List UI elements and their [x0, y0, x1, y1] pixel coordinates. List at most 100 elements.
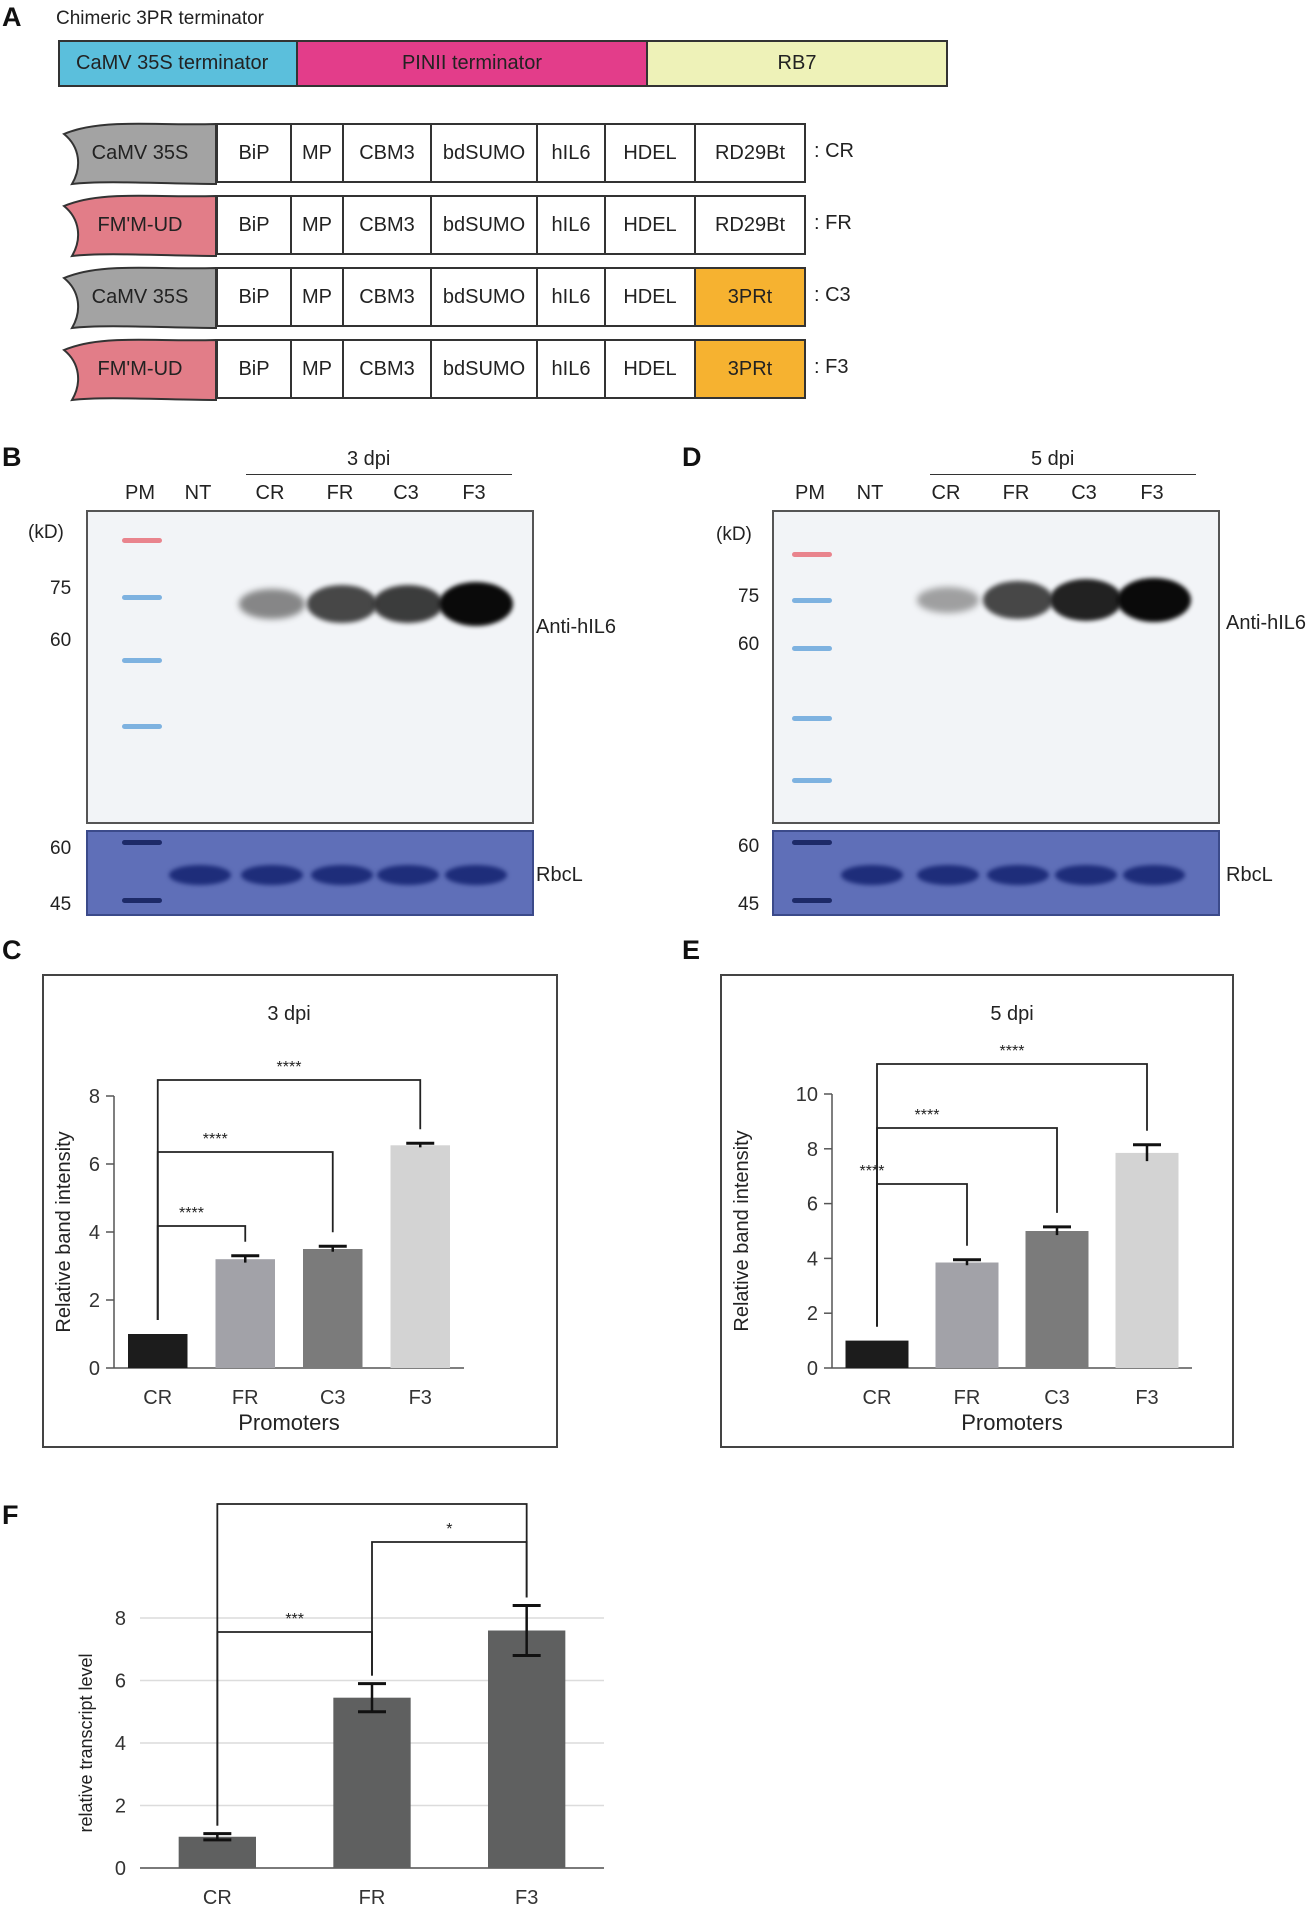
construct-row: CaMV 35S BiP MP CBM3 bdSUMO hIL6 HDEL 3PRt: C3 [62, 266, 1082, 330]
ladder-band [792, 716, 832, 721]
y-axis-label: relative transcript level [76, 1653, 96, 1832]
bar-chart-3dpi: 3 dpi 0 2 4 6 8 CR FR C3 F3 **** **** **** Promoters R… [53, 1003, 464, 1435]
element-hil6: hIL6 [538, 125, 606, 181]
bar-fr [935, 1262, 999, 1368]
bar-c3 [303, 1249, 363, 1368]
kd-label: (kD) [716, 524, 752, 545]
bar-fr [333, 1697, 411, 1868]
significance-label: **** [203, 1131, 228, 1148]
antibody-label: Anti-hIL6 [536, 616, 617, 638]
x-tick-label: C3 [320, 1387, 346, 1409]
y-tick-label: 8 [807, 1139, 818, 1161]
element-cbm3: CBM3 [344, 197, 432, 253]
cassette-elements: BiP MP CBM3 bdSUMO hIL6 HDEL 3PRt [216, 339, 806, 399]
rbcl-band [445, 865, 507, 885]
element-hil6: hIL6 [538, 197, 606, 253]
chart-title: 3 dpi [267, 1003, 310, 1025]
lane-label-cr: CR [255, 482, 285, 504]
bar-f3 [1115, 1152, 1179, 1368]
significance-label: **** [860, 1163, 885, 1180]
promoter-shape: CaMV 35S [62, 122, 218, 186]
gel-ladder-band [792, 840, 832, 845]
element-3prt: 3PRt [696, 269, 804, 325]
mw-75: 75 [50, 578, 72, 599]
bar-chart-5dpi: 5 dpi 0 2 4 6 8 10 CR FR C3 F3 **** **** **** Promoter… [731, 1003, 1192, 1435]
element-mp: MP [292, 341, 344, 397]
lane-label-c3: C3 [1071, 482, 1097, 504]
dpi-bracket-line [246, 474, 512, 475]
element-bdsumo: bdSUMO [432, 197, 538, 253]
mw-gel-45: 45 [738, 894, 760, 915]
western-blot-3dpi: 3 dpi (kD) 75 60 60 45 Anti-hIL6 RbcL PM… [0, 440, 640, 920]
significance-label: **** [277, 1059, 302, 1076]
band-fr [307, 585, 377, 623]
y-tick-label: 2 [807, 1303, 818, 1325]
rbcl-band [311, 865, 373, 885]
element-bdsumo: bdSUMO [432, 341, 538, 397]
bar-cr [128, 1334, 188, 1368]
coomassie-gel [86, 830, 534, 916]
panel-label-c: C [2, 935, 22, 965]
cassette-elements: BiP MP CBM3 bdSUMO hIL6 HDEL RD29Bt [216, 123, 806, 183]
element-cbm3: CBM3 [344, 269, 432, 325]
gel-ladder-band [122, 840, 162, 845]
segment-camv-terminator: CaMV 35S terminator [58, 40, 298, 87]
mw-60: 60 [738, 634, 760, 655]
element-bip: BiP [218, 269, 292, 325]
x-tick-label: FR [954, 1387, 981, 1409]
promoter-label: FM'M-UD [97, 213, 183, 236]
significance-label: **** [915, 1107, 940, 1124]
x-axis-label: Promoters [961, 1410, 1062, 1435]
ladder-band [792, 552, 832, 557]
promoter-label: CaMV 35S [91, 285, 189, 308]
mw-gel-60: 60 [738, 836, 760, 857]
x-tick-label: FR [359, 1887, 386, 1909]
rbcl-band [169, 865, 231, 885]
rbcl-band [377, 865, 439, 885]
y-tick-label: 6 [807, 1194, 818, 1216]
ladder-band [792, 646, 832, 651]
chart-box-e: 5 dpi 0 2 4 6 8 10 CR FR C3 F3 **** **** **** Promoter… [720, 974, 1234, 1448]
band-c3 [372, 584, 444, 624]
construct-name: : F3 [814, 356, 849, 378]
construct-row: FM'M-UD BiP MP CBM3 bdSUMO hIL6 HDEL RD29Bt: FR [62, 194, 1082, 258]
panel-label-d: D [682, 442, 702, 472]
ladder-band [792, 778, 832, 783]
bar-c3 [1025, 1231, 1089, 1368]
promoter-shape: FM'M-UD [62, 194, 218, 258]
antibody-label: Anti-hIL6 [1226, 612, 1307, 634]
element-cbm3: CBM3 [344, 341, 432, 397]
lane-label-c3: C3 [393, 482, 419, 504]
rbcl-band [987, 865, 1049, 885]
ladder-band [122, 538, 162, 543]
ladder-band [122, 595, 162, 600]
terminator-title: Chimeric 3PR terminator [56, 8, 264, 29]
element-hdel: HDEL [606, 125, 696, 181]
element-hdel: HDEL [606, 341, 696, 397]
element-3prt: 3PRt [696, 341, 804, 397]
element-hil6: hIL6 [538, 341, 606, 397]
band-c3 [1049, 579, 1123, 621]
bar-cr [845, 1340, 909, 1368]
element-cbm3: CBM3 [344, 125, 432, 181]
gel-ladder-band [792, 898, 832, 903]
x-tick-label: C3 [1044, 1387, 1070, 1409]
significance-bracket [876, 1063, 1148, 1327]
promoter-label: CaMV 35S [91, 141, 189, 164]
element-bip: BiP [218, 197, 292, 253]
y-tick-label: 2 [115, 1796, 126, 1818]
promoter-label: FM'M-UD [97, 357, 183, 380]
chart-title: 5 dpi [990, 1003, 1033, 1025]
construct-row: CaMV 35S BiP MP CBM3 bdSUMO hIL6 HDEL RD29Bt: C… [62, 122, 1082, 186]
x-tick-label: F3 [515, 1887, 538, 1909]
x-tick-label: F3 [1135, 1387, 1158, 1409]
mw-75: 75 [738, 586, 760, 607]
lane-label-nt: NT [856, 482, 884, 504]
band-cr [916, 587, 980, 613]
y-tick-label: 2 [89, 1290, 100, 1312]
mw-gel-45: 45 [50, 894, 72, 915]
bar-f3 [488, 1630, 566, 1868]
panel-label-b: B [2, 442, 22, 472]
x-tick-label: CR [143, 1387, 172, 1409]
loading-control-label: RbcL [1226, 864, 1273, 886]
